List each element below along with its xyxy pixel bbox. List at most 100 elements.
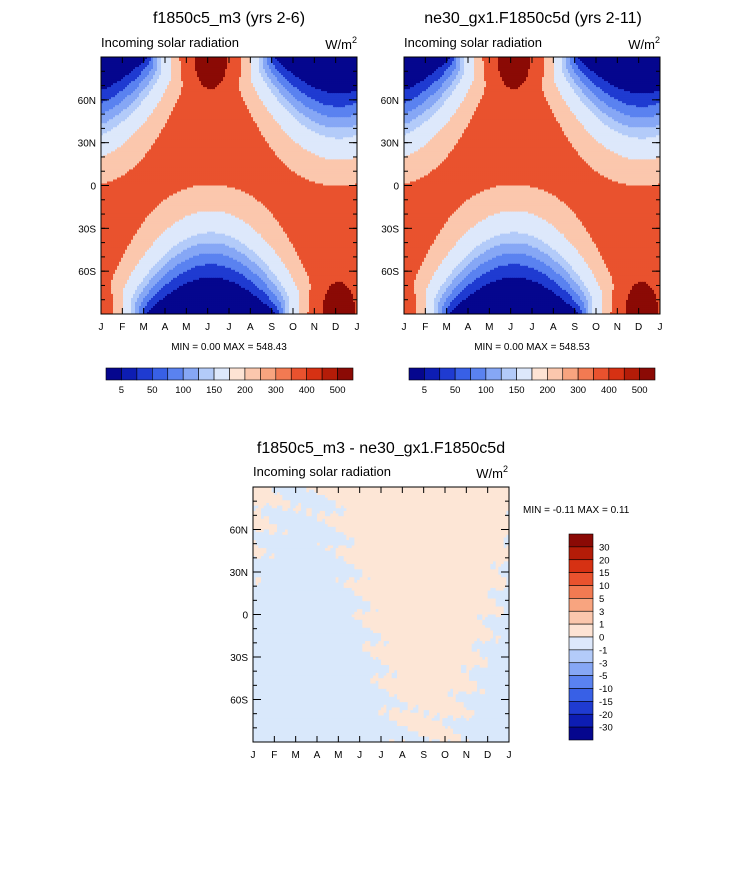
field-cell	[293, 59, 296, 62]
field-cell	[163, 65, 166, 68]
field-cell	[223, 75, 226, 78]
field-cell	[235, 77, 238, 80]
field-cell	[247, 65, 250, 68]
field-cell	[339, 79, 342, 82]
field-cell	[197, 65, 200, 68]
field-cell	[231, 71, 234, 74]
field-cell	[261, 83, 264, 86]
field-cell	[319, 79, 322, 82]
field-cell	[323, 75, 326, 78]
field-cell	[167, 63, 170, 66]
field-cell	[305, 85, 308, 88]
field-cell	[127, 81, 130, 84]
field-cell	[237, 63, 240, 66]
field-cell	[129, 69, 132, 72]
field-cell	[245, 79, 248, 82]
field-cell	[189, 63, 192, 66]
field-cell	[131, 75, 134, 78]
field-cell	[115, 69, 118, 72]
field-cell	[149, 79, 152, 82]
field-cell	[311, 75, 314, 78]
field-cell	[353, 59, 356, 62]
insolation-field	[101, 57, 357, 314]
field-cell	[111, 61, 114, 64]
field-cell	[177, 87, 180, 90]
field-cell	[215, 81, 218, 84]
field-cell	[163, 75, 166, 78]
field-cell	[221, 73, 224, 76]
field-cell	[117, 79, 120, 82]
field-cell	[291, 83, 294, 86]
field-cell	[279, 75, 282, 78]
field-cell	[333, 57, 336, 60]
field-cell	[321, 81, 324, 84]
field-cell	[257, 67, 260, 70]
field-cell	[181, 73, 184, 76]
field-cell	[111, 87, 114, 90]
field-cell	[257, 83, 260, 86]
field-cell	[331, 67, 334, 70]
field-cell	[229, 59, 232, 62]
field-cell	[111, 69, 114, 72]
field-cell	[353, 57, 356, 60]
field-cell	[229, 57, 232, 60]
field-cell	[171, 73, 174, 76]
field-cell	[255, 69, 258, 72]
field-cell	[195, 57, 198, 60]
field-cell	[139, 59, 142, 62]
field-cell	[339, 83, 342, 86]
field-cell	[133, 67, 136, 70]
field-cell	[337, 71, 340, 74]
field-cell	[353, 83, 356, 86]
field-cell	[125, 81, 128, 84]
field-cell	[285, 85, 288, 88]
field-cell	[141, 61, 144, 64]
field-cell	[147, 61, 150, 64]
field-cell	[263, 79, 266, 82]
field-cell	[165, 63, 168, 66]
field-cell	[291, 87, 294, 90]
field-cell	[307, 59, 310, 62]
field-cell	[131, 83, 134, 86]
field-cell	[267, 65, 270, 68]
field-cell	[343, 69, 346, 72]
field-cell	[243, 77, 246, 80]
field-cell	[349, 63, 352, 66]
field-cell	[301, 83, 304, 86]
field-cell	[247, 69, 250, 72]
field-cell	[345, 65, 348, 68]
field-cell	[211, 83, 214, 86]
field-cell	[215, 73, 218, 76]
field-cell	[167, 57, 170, 60]
field-cell	[289, 73, 292, 76]
field-cell	[191, 59, 194, 62]
field-cell	[207, 61, 210, 64]
field-cell	[221, 59, 224, 62]
field-cell	[239, 83, 242, 86]
field-cell	[249, 65, 252, 68]
field-cell	[319, 81, 322, 84]
field-cell	[157, 57, 160, 60]
field-cell	[331, 81, 334, 84]
field-cell	[183, 67, 186, 70]
field-cell	[303, 63, 306, 66]
field-cell	[173, 75, 176, 78]
field-cell	[355, 65, 357, 68]
field-cell	[267, 77, 270, 80]
field-cell	[145, 57, 148, 60]
field-cell	[299, 65, 302, 68]
field-cell	[311, 61, 314, 64]
field-cell	[335, 77, 338, 80]
field-cell	[247, 75, 250, 78]
field-cell	[203, 81, 206, 84]
field-cell	[351, 61, 354, 64]
field-cell	[321, 67, 324, 70]
field-cell	[201, 59, 204, 62]
field-cell	[343, 63, 346, 66]
field-cell	[317, 83, 320, 86]
field-cell	[239, 69, 242, 72]
field-cell	[267, 63, 270, 66]
field-cell	[159, 83, 162, 86]
field-cell	[285, 59, 288, 62]
field-cell	[173, 59, 176, 62]
